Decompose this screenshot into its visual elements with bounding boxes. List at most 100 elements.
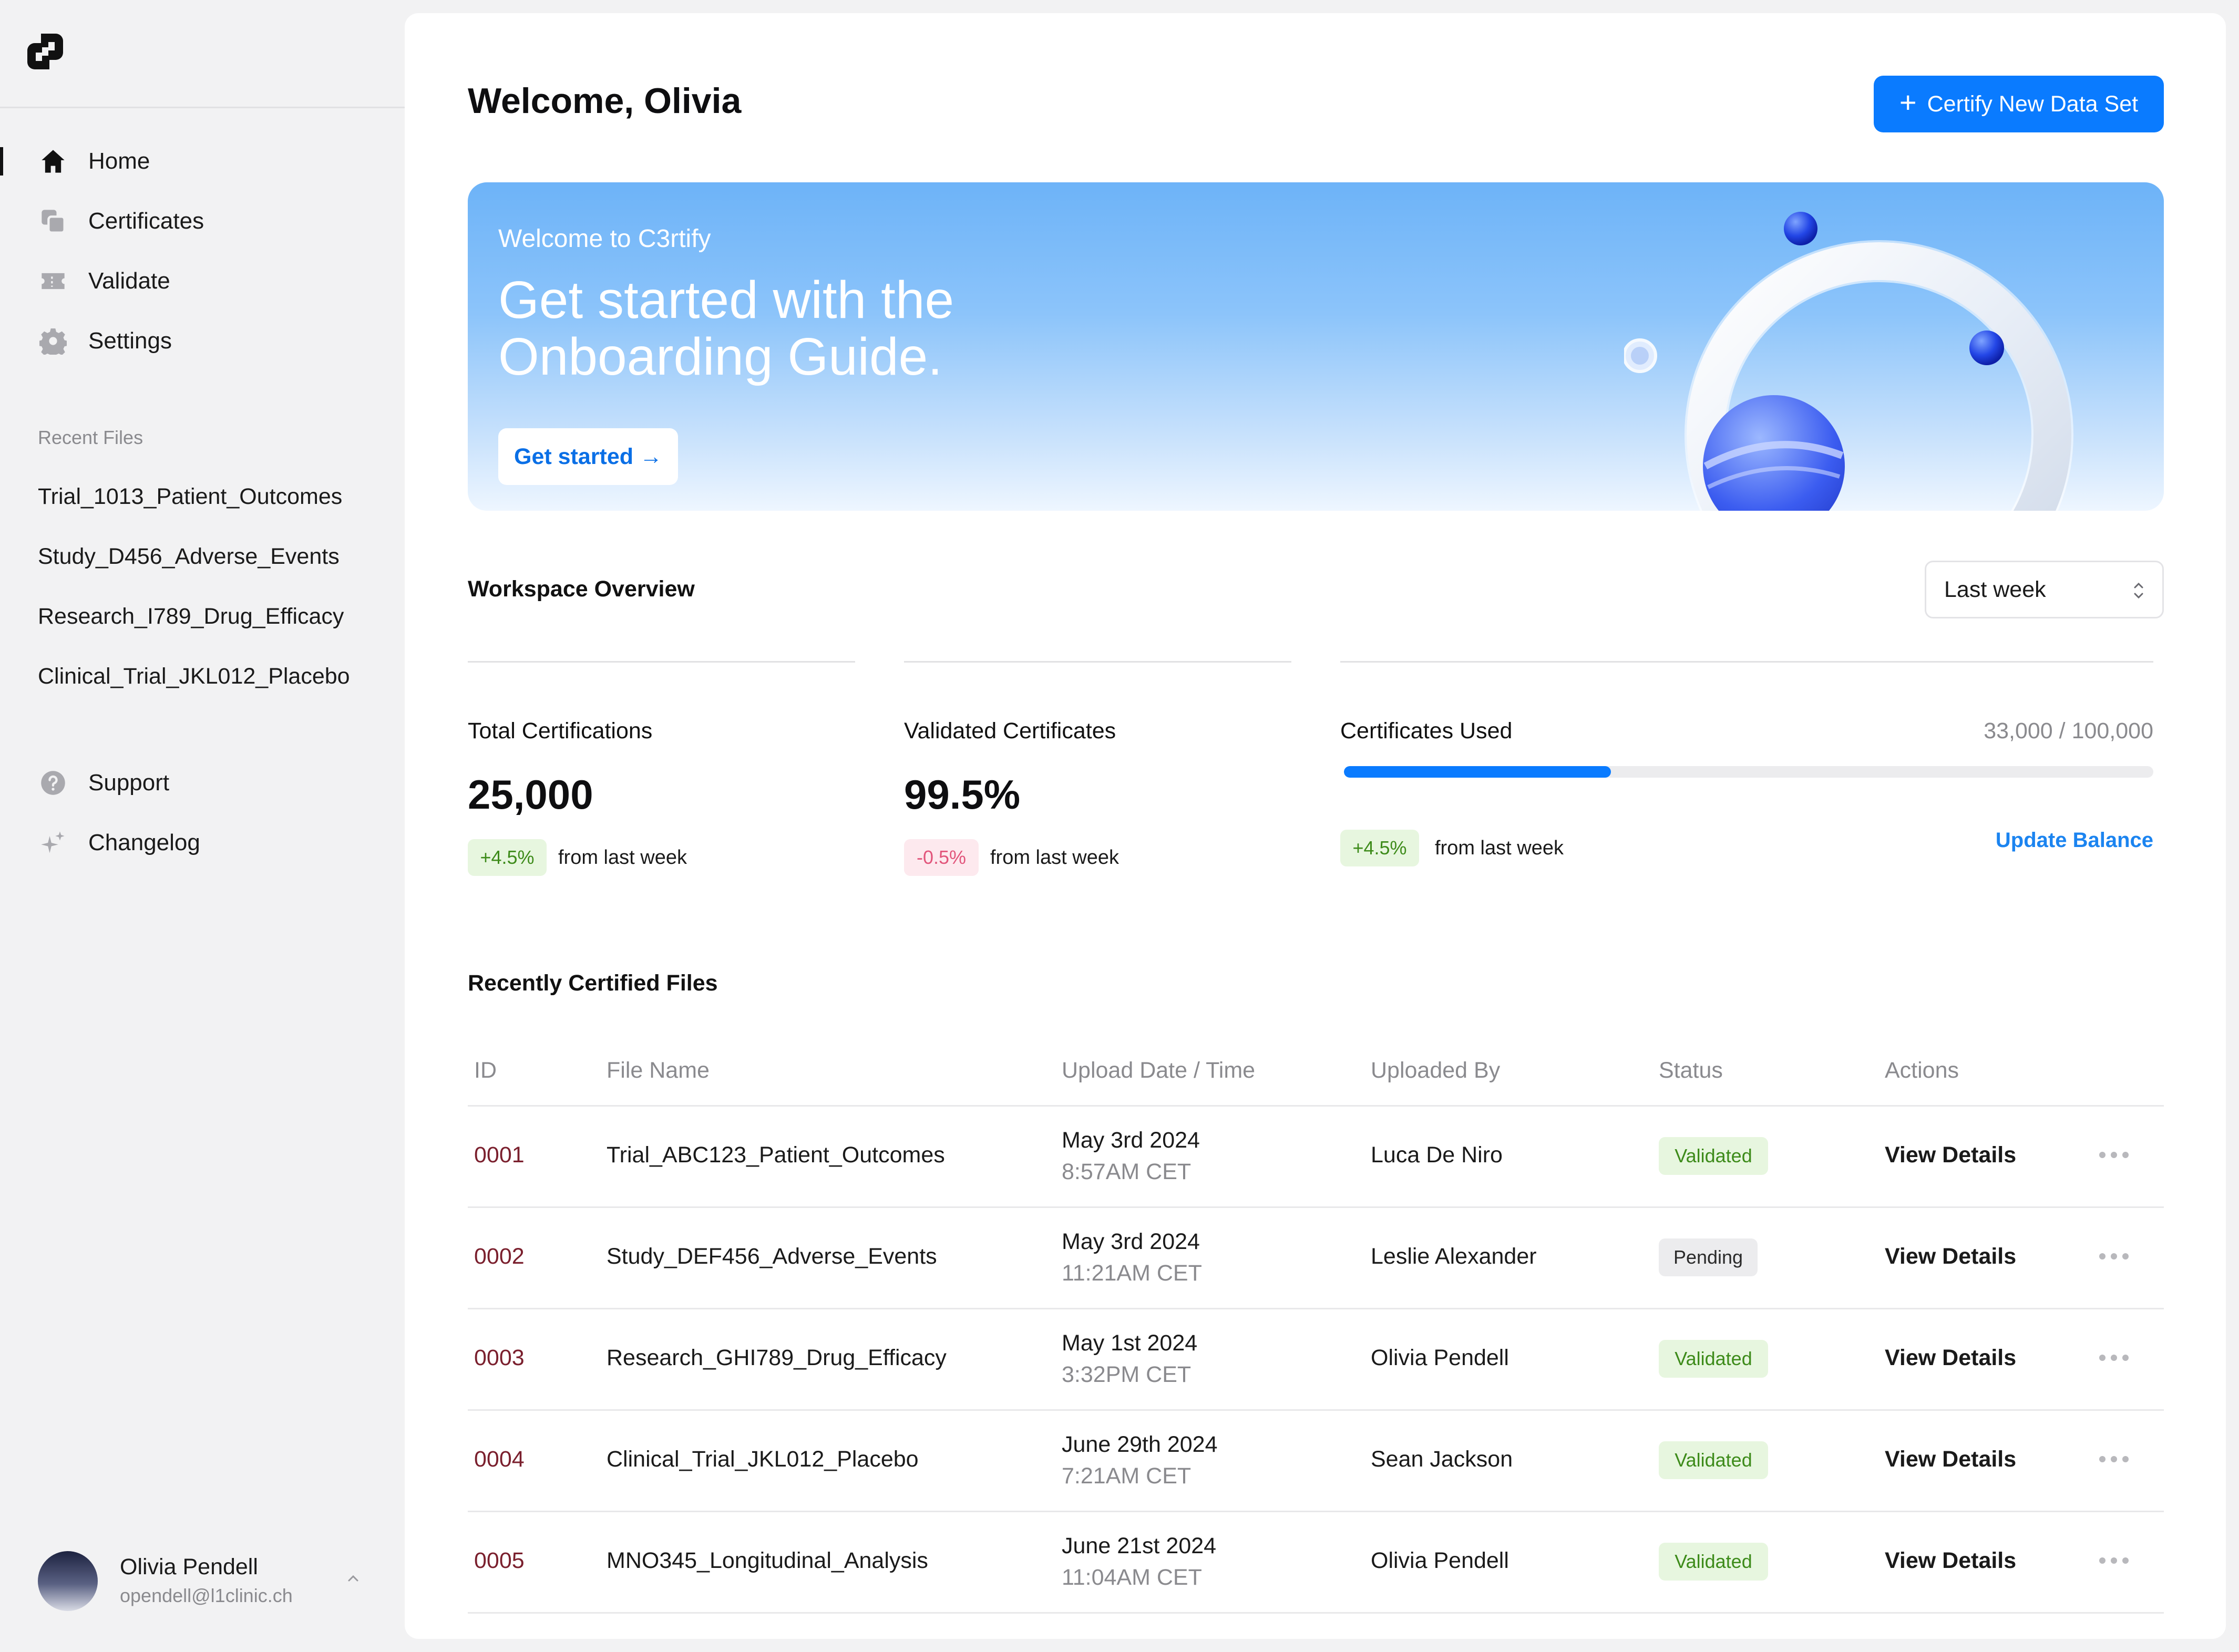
more-options-icon[interactable] [2099,1454,2136,1464]
sidebar-item-changelog[interactable]: Changelog [0,813,405,873]
used-change-text: from last week [1435,837,1564,859]
user-email: opendell@l1clinic.ch [120,1585,293,1606]
table-header: ID File Name Upload Date / Time Uploaded… [468,1041,2164,1107]
sidebar-item-label: Support [88,770,170,796]
view-details-link[interactable]: View Details [1885,1548,2017,1573]
sidebar-item-settings[interactable]: Settings [0,311,405,371]
user-profile-menu[interactable]: Olivia Pendell opendell@l1clinic.ch [38,1550,374,1613]
sidebar-secondary-nav: Support Changelog [0,753,405,873]
help-circle-icon [38,768,68,798]
certificates-used-value: 33,000 / 100,000 [1984,718,2153,744]
gear-icon [38,326,68,356]
table-row[interactable]: 0004 Clinical_Trial_JKL012_Placebo June … [468,1411,2164,1512]
sidebar-item-support[interactable]: Support [0,753,405,813]
status-badge: Validated [1659,1137,1768,1175]
row-file-name: MNO345_Longitudinal_Analysis [607,1548,928,1573]
more-options-icon[interactable] [2099,1352,2136,1363]
stat-divider [904,661,1291,663]
validated-certificates-label: Validated Certificates [904,718,1116,744]
row-upload-time: 11:21AM CET [1062,1261,1202,1286]
get-started-button[interactable]: Get started → [498,428,678,485]
sidebar-item-label: Certificates [88,208,204,234]
certify-new-data-set-button[interactable]: + Certify New Data Set [1874,76,2164,132]
total-certifications-label: Total Certifications [468,718,653,744]
sparkle-icon [38,828,68,858]
view-details-link[interactable]: View Details [1885,1142,2017,1168]
certificates-used-progress [1344,766,2153,778]
recently-certified-title: Recently Certified Files [468,970,718,996]
sidebar-item-label: Home [88,148,150,174]
row-file-name: Clinical_Trial_JKL012_Placebo [607,1447,919,1472]
row-upload-time: 8:57AM CET [1062,1159,1192,1184]
c3rtify-logo-icon[interactable] [25,32,65,71]
view-details-link[interactable]: View Details [1885,1447,2017,1472]
row-id: 0003 [474,1345,525,1370]
row-upload-date: June 21st 2024 [1062,1533,1217,1558]
ring-illustration [1624,212,2073,511]
main-content: Welcome, Olivia + Certify New Data Set W… [405,13,2226,1639]
view-details-link[interactable]: View Details [1885,1345,2017,1370]
table-row[interactable]: 0001 Trial_ABC123_Patient_Outcomes May 3… [468,1107,2164,1208]
column-header: Uploaded By [1371,1058,1501,1083]
row-upload-date: May 1st 2024 [1062,1330,1198,1356]
banner-eyebrow: Welcome to C3rtify [498,225,711,253]
range-select[interactable]: Last week [1925,561,2164,618]
more-options-icon[interactable] [2099,1555,2136,1566]
row-uploaded-by: Olivia Pendell [1371,1345,1509,1370]
status-badge: Validated [1659,1543,1768,1581]
recent-file-item[interactable]: Research_I789_Drug_Efficacy [38,603,344,629]
row-uploaded-by: Sean Jackson [1371,1447,1513,1472]
validated-change-text: from last week [990,846,1119,869]
row-uploaded-by: Leslie Alexander [1371,1244,1537,1269]
more-options-icon[interactable] [2099,1150,2136,1160]
sidebar-nav: Home Certificates Validate Settings [0,131,405,371]
certify-button-label: Certify New Data Set [1927,91,2139,117]
sidebar-divider [0,107,405,108]
sidebar-item-validate[interactable]: Validate [0,251,405,311]
row-id: 0001 [474,1142,525,1168]
table-row[interactable]: 0003 Research_GHI789_Drug_Efficacy May 1… [468,1309,2164,1411]
sidebar-item-label: Validate [88,268,170,294]
update-balance-link[interactable]: Update Balance [1995,829,2153,852]
recent-file-item[interactable]: Clinical_Trial_JKL012_Placebo [38,663,350,689]
row-upload-time: 7:21AM CET [1062,1463,1192,1489]
used-change-badge: +4.5% [1340,830,1419,866]
row-file-name: Study_DEF456_Adverse_Events [607,1244,937,1269]
recent-file-item[interactable]: Study_D456_Adverse_Events [38,543,340,569]
sidebar-item-certificates[interactable]: Certificates [0,191,405,251]
avatar [38,1551,98,1611]
total-change-text: from last week [558,846,687,869]
status-badge: Pending [1659,1238,1758,1276]
row-id: 0005 [474,1548,525,1573]
chevron-up-icon[interactable] [342,1567,365,1590]
total-change-badge: +4.5% [468,839,547,876]
row-id: 0004 [474,1447,525,1472]
onboarding-banner: Welcome to C3rtify Get started with the … [468,182,2164,511]
stat-divider [1340,661,2153,663]
sidebar-item-label: Settings [88,328,172,354]
workspace-overview-title: Workspace Overview [468,576,695,602]
table-row[interactable]: 0002 Study_DEF456_Adverse_Events May 3rd… [468,1208,2164,1309]
sidebar-item-home[interactable]: Home [0,131,405,191]
column-header: ID [474,1058,497,1083]
sidebar: Home Certificates Validate Settings [0,0,405,1652]
row-uploaded-by: Luca De Niro [1371,1142,1503,1168]
recent-files-table: ID File Name Upload Date / Time Uploaded… [468,1041,2164,1614]
status-badge: Validated [1659,1340,1768,1378]
view-details-link[interactable]: View Details [1885,1244,2017,1269]
table-row[interactable]: 0005 MNO345_Longitudinal_Analysis June 2… [468,1512,2164,1614]
certificates-used-label: Certificates Used [1340,718,1513,744]
copy-icon [38,206,68,236]
column-header: Actions [1885,1058,1959,1083]
plus-icon: + [1899,86,1917,119]
row-id: 0002 [474,1244,525,1269]
row-upload-date: May 3rd 2024 [1062,1128,1200,1153]
status-badge: Validated [1659,1441,1768,1479]
row-upload-date: June 29th 2024 [1062,1432,1218,1457]
row-upload-time: 11:04AM CET [1062,1565,1202,1590]
total-certifications-value: 25,000 [468,771,593,818]
column-header: Status [1659,1058,1723,1083]
recent-file-item[interactable]: Trial_1013_Patient_Outcomes [38,483,343,509]
more-options-icon[interactable] [2099,1251,2136,1262]
chevron-up-down-icon [2134,582,2143,599]
